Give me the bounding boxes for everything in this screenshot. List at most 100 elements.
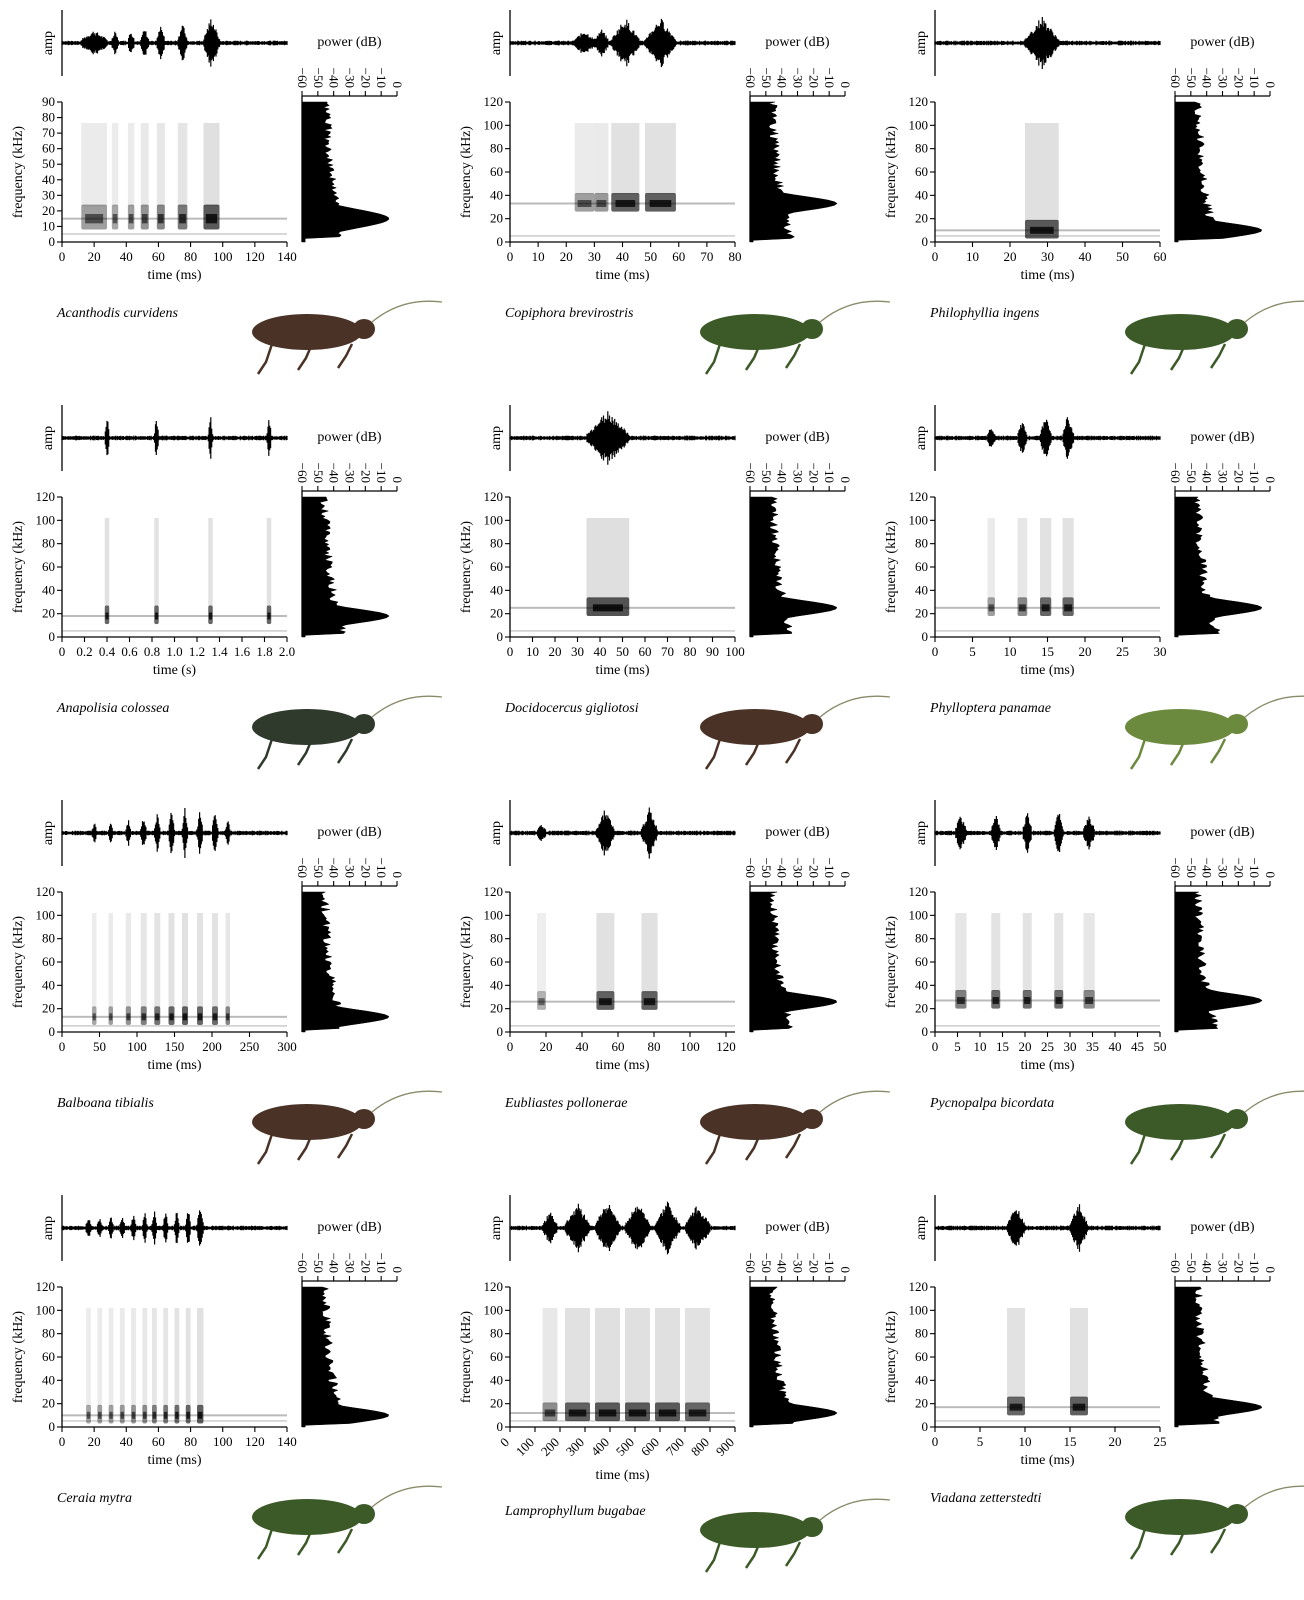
x-tick-label: 35 [1086,1039,1099,1054]
power-tick-label: −40 [1200,858,1215,878]
freq-axis-label: frequency (kHz) [459,126,474,218]
pulse-broadband [154,913,161,1008]
pulse-core [598,1409,617,1417]
power-tick-label: −40 [327,858,342,878]
x-tick-label: 1.4 [211,644,228,659]
power-tick-label: 0 [838,477,853,484]
y-tick-label: 20 [42,1396,55,1411]
time-axis-label: time (ms) [595,1058,649,1073]
power-tick-label: 0 [838,82,853,89]
x-tick-label: 60 [152,1434,165,1449]
power-spectrum [749,891,838,1033]
x-tick-label: 140 [277,249,297,264]
time-axis-label: time (ms) [595,663,649,678]
insect-head [1226,714,1248,734]
pulse-core [152,1411,157,1419]
x-tick-label: 0 [59,249,66,264]
x-tick-label: 50 [644,249,657,264]
pulse-core [169,1013,174,1021]
y-tick-label: 60 [490,954,503,969]
insect-leg [1169,343,1187,371]
x-tick-label: 40 [120,1434,133,1449]
pulse-broadband [182,913,188,1008]
species-name: Ceraia mytra [57,1491,132,1506]
power-tick-label: −60 [1168,858,1183,878]
pulse-core [643,998,656,1006]
panel-balboana-tibialis: amp 0 20 40 60 80 100 120 0 50 100 150 200 250 300 freq… [11,800,443,1165]
y-tick-label: 80 [915,931,928,946]
oscillogram-trace [509,807,736,859]
pulse-core [599,998,612,1006]
pulse-core [208,612,213,620]
power-tick-label: −50 [759,858,774,878]
y-tick-label: 100 [909,907,929,922]
freq-axis-label: frequency (kHz) [884,916,899,1008]
freq-axis-label: frequency (kHz) [11,126,26,218]
amp-axis-label: amp [41,31,56,55]
pulse-broadband [86,1308,91,1406]
y-tick-label: 70 [42,125,55,140]
pulse-broadband [92,913,97,1008]
power-tick-label: −30 [343,1253,358,1273]
y-tick-label: 20 [490,606,503,621]
insect-body [700,709,810,745]
pulse-broadband [131,1308,136,1406]
insect-leg [704,1541,722,1573]
power-tick-label: −60 [295,68,310,88]
species-name: Balboana tibialis [57,1096,154,1111]
x-tick-label: 300 [277,1039,297,1054]
y-tick-label: 40 [915,582,928,597]
x-tick-label: 70 [661,644,674,659]
insect-leg [1129,1133,1147,1165]
y-tick-label: 120 [909,1279,929,1294]
power-tick-label: −30 [343,463,358,483]
power-tick-label: −40 [327,463,342,483]
insect-photo [252,1485,443,1560]
y-tick-label: 80 [42,536,55,551]
x-tick-label: 900 [713,1435,737,1459]
x-tick-label: 250 [240,1039,260,1054]
pulse-core [131,1411,136,1419]
species-name: Copiphora brevirostris [505,306,634,321]
pulse-core [163,1411,168,1419]
freq-axis-label: frequency (kHz) [11,1311,26,1403]
pulse-core [267,612,271,620]
y-tick-label: 60 [42,954,55,969]
insect-body [252,314,362,350]
x-tick-label: 20 [88,1434,101,1449]
pulse-broadband [1054,913,1064,992]
power-axis-label: power (dB) [1190,35,1254,50]
power-spectrum [301,891,390,1033]
y-tick-label: 80 [42,931,55,946]
pulse-broadband [81,123,107,207]
power-tick-label: −60 [1168,463,1183,483]
pulse-core [956,997,965,1004]
x-tick-label: 140 [277,1434,297,1449]
y-tick-label: 100 [36,512,56,527]
power-tick-label: −60 [743,463,758,483]
y-tick-label: 100 [36,1302,56,1317]
y-tick-label: 80 [490,931,503,946]
y-tick-label: 0 [497,234,504,249]
pulse-broadband [542,1308,558,1404]
y-tick-label: 60 [915,954,928,969]
pulse-core [197,1411,203,1419]
x-tick-label: 40 [1109,1039,1122,1054]
power-tick-label: −30 [1216,858,1231,878]
power-tick-label: −30 [791,1253,806,1273]
power-spectrum [1174,101,1263,243]
insect-leg [1129,1528,1147,1560]
x-tick-label: 80 [184,1434,197,1449]
y-tick-label: 120 [909,94,929,109]
y-tick-label: 60 [915,1349,928,1364]
pulse-broadband [197,1308,204,1406]
power-axis-label: power (dB) [317,430,381,445]
insect-body [1125,1499,1235,1535]
y-tick-label: 50 [42,156,55,171]
x-tick-label: 0 [932,1434,939,1449]
pulse-broadband [574,123,595,195]
time-axis-label: time (ms) [147,268,201,283]
x-tick-label: 10 [1019,1434,1032,1449]
x-tick-label: 50 [616,644,629,659]
